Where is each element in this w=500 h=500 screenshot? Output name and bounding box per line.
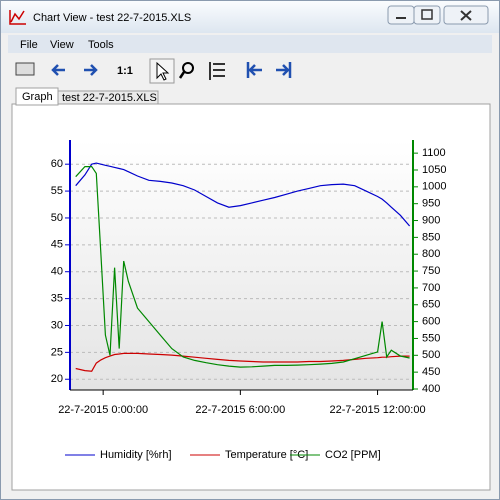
toolbar: 1:1 <box>15 58 292 84</box>
tab-label: test 22-7-2015.XLS <box>62 92 157 104</box>
y2-tick-label: 650 <box>422 299 440 311</box>
legend-label: CO2 [PPM] <box>325 449 381 461</box>
legend-label: Humidity [%rh] <box>100 449 172 461</box>
series-line <box>75 162 411 227</box>
zoom-handle <box>178 71 186 79</box>
y-tick-label: 30 <box>51 319 63 331</box>
chart: 20 25 30 35 40 45 50 55 60 400 450 500 550 600 650 700 7… <box>51 140 446 461</box>
y-tick-label: 60 <box>51 158 63 170</box>
minimize-button[interactable] <box>387 5 415 25</box>
plot-area <box>70 140 413 390</box>
series-line <box>75 166 410 368</box>
y2-tick-label: 600 <box>422 316 440 328</box>
back-button[interactable] <box>51 64 65 76</box>
y2-tick-label: 550 <box>422 332 440 344</box>
last-button[interactable] <box>276 62 292 78</box>
first-button[interactable] <box>246 62 262 78</box>
y2-tick-label: 800 <box>422 248 440 260</box>
menu-bar <box>8 35 492 53</box>
y2-tick-label: 900 <box>422 214 440 226</box>
maximize-icon <box>421 9 433 20</box>
zoom-1to1-button[interactable]: 1:1 <box>117 65 133 77</box>
window-controls[interactable] <box>387 5 489 25</box>
maximize-button[interactable] <box>413 5 441 25</box>
app-icon <box>9 10 26 25</box>
menu-item[interactable]: File <box>20 39 38 51</box>
zoom-button[interactable] <box>182 62 194 74</box>
print-button[interactable] <box>15 62 35 76</box>
menu-item[interactable]: View <box>50 39 74 51</box>
legend-button[interactable] <box>209 62 225 80</box>
y2-tick-label: 850 <box>422 231 440 243</box>
y2-tick-label: 950 <box>422 198 440 210</box>
y2-tick-label: 1100 <box>422 147 446 159</box>
tab-label: Graph <box>22 91 53 103</box>
window-title: Chart View - test 22-7-2015.XLS <box>33 12 191 24</box>
y-tick-label: 35 <box>51 293 63 305</box>
y-tick-label: 45 <box>51 239 63 251</box>
y-tick-label: 25 <box>51 346 63 358</box>
y2-tick-label: 1050 <box>422 164 446 176</box>
y-tick-label: 20 <box>51 373 63 385</box>
x-tick-label: 22-7-2015 12:00:00 <box>330 404 426 416</box>
y2-tick-label: 1000 <box>422 181 446 193</box>
y2-tick-label: 700 <box>422 282 440 294</box>
legend-label: Temperature [°C] <box>225 449 308 461</box>
menu-item[interactable]: Tools <box>88 39 114 51</box>
close-icon <box>460 10 472 21</box>
y-tick-label: 50 <box>51 212 63 224</box>
y2-tick-label: 500 <box>422 349 440 361</box>
y2-tick-label: 400 <box>422 383 440 395</box>
y2-tick-label: 450 <box>422 366 440 378</box>
y-tick-label: 55 <box>51 185 63 197</box>
series-line <box>75 352 410 372</box>
x-tick-label: 22-7-2015 0:00:00 <box>58 404 148 416</box>
pointer-icon <box>156 61 170 81</box>
tab-sheet[interactable] <box>57 90 159 105</box>
y2-tick-label: 750 <box>422 265 440 277</box>
y-tick-label: 40 <box>51 266 63 278</box>
forward-button[interactable] <box>84 64 98 76</box>
x-tick-label: 22-7-2015 6:00:00 <box>195 404 285 416</box>
